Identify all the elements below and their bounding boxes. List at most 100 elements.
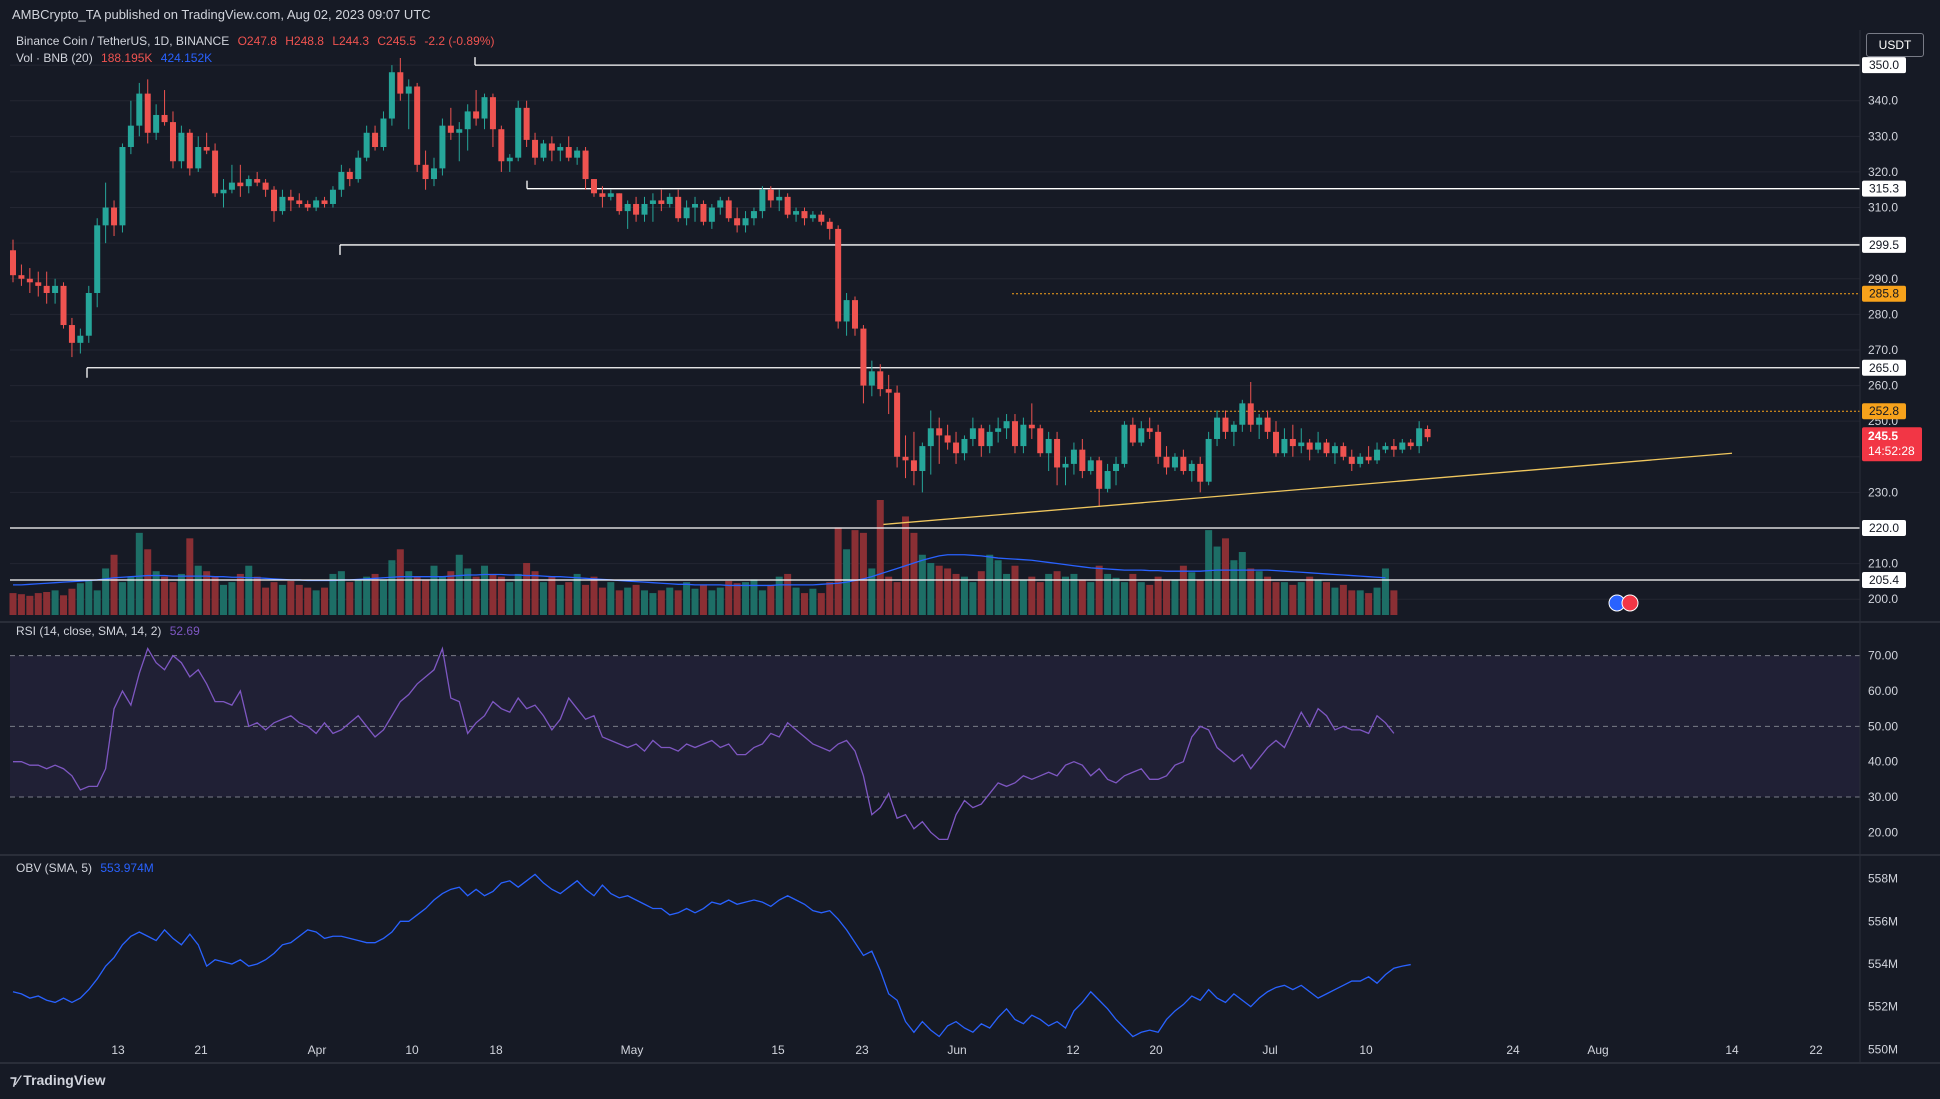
volume-bar [295,584,303,615]
rsi-band [10,655,1860,797]
candle-body [195,147,202,169]
time-tick-label: Apr [308,1043,327,1057]
low-value: L244.3 [332,34,370,48]
price-tick-label: 210.0 [1868,557,1898,571]
price-tick-label: 270.0 [1868,343,1898,357]
rsi-label[interactable]: RSI (14, close, SMA, 14, 2) [16,624,162,638]
candle-body [1424,429,1431,438]
volume-bar [1289,584,1297,615]
price-tick-label: 260.0 [1868,379,1898,393]
rsi-tick-label: 40.00 [1868,755,1898,769]
candle-body [313,200,320,208]
volume-bar [944,568,952,615]
volume-bar [481,565,489,615]
volume-bar [1003,573,1011,615]
candle-body [1315,442,1322,450]
volume-bar [1078,579,1086,615]
volume-bar [1104,573,1112,615]
volume-bar [321,587,329,615]
volume-bar [464,568,472,615]
volume-bar [1171,579,1179,615]
candle-body [1138,428,1145,443]
price-axis: 350.0340.0330.0320.0310.0300.0290.0280.0… [1862,57,1922,606]
candle-body [439,125,446,169]
volume-bar [194,565,202,615]
pane-dividers [0,30,1940,1064]
candle-body [1205,438,1212,482]
volume-bar [102,568,110,615]
symbol-title[interactable]: Binance Coin / TetherUS, 1D, BINANCE [16,34,230,48]
level-badge [1862,359,1906,376]
candle-body [1197,463,1204,482]
volume-bar [135,532,143,615]
volume-bar [624,587,632,615]
candle-body [60,285,67,326]
candle-body [119,147,126,226]
volume-bar [750,579,758,615]
candle-body [245,179,252,187]
level-badge-label: 205.4 [1869,573,1899,587]
volume-bar [68,588,76,615]
volume-bar [1205,530,1213,615]
volume-bar [1272,582,1280,615]
obv-legend: OBV (SMA, 5) 553.974M [16,861,159,875]
candle-body [1028,424,1035,429]
candle-body [1230,424,1237,432]
candle-body [10,250,16,276]
volume-bar [666,587,674,615]
level-badge-label: 299.5 [1869,238,1899,252]
volume-bar [1137,582,1145,615]
volume-label[interactable]: Vol · BNB (20) [16,51,93,65]
candle-body [523,107,530,140]
candle-body [489,97,496,130]
rsi-series [13,646,1395,841]
volume-bar [582,584,590,615]
candle-body [919,446,926,472]
candle-body [1256,417,1263,425]
volume-bar [1011,565,1019,615]
volume-bar [775,576,783,615]
volume-bar [1087,582,1095,615]
candle-body [666,196,673,204]
time-tick-label: Aug [1587,1043,1608,1057]
volume-bar [118,582,126,615]
candle-body [1129,424,1136,443]
volume-bar [1390,590,1398,615]
volume-bar [1163,579,1171,615]
candle-body [481,97,488,119]
rsi-tick-label: 50.00 [1868,719,1898,733]
volume-bar [51,590,59,615]
currency-button[interactable]: USDT [1866,33,1924,57]
volume-bar [371,573,379,615]
volume-bar [422,579,430,615]
candle-body [633,203,640,215]
level-badge [1862,571,1906,588]
price-levels [10,57,1860,581]
volume-bar [1264,576,1272,615]
volume-bar [228,582,236,615]
obv-axis: 558M 556M 554M 552M 550M [1868,872,1898,1057]
candle-body [826,221,833,229]
volume-ma-line [13,554,1386,587]
candle-body [902,456,909,461]
volume-bar [641,590,648,615]
candle-body [1163,456,1170,468]
volume-bar [26,595,34,615]
volume-bar [918,554,926,615]
volume-bar [278,584,286,615]
current-price-badge [1862,427,1922,462]
tradingview-logo[interactable]: ⁊⁄ TradingView [10,1072,106,1089]
rsi-axis: 70.00 60.00 50.00 40.00 30.00 20.00 [1868,649,1898,840]
candle-body [321,200,328,204]
candle-body [532,139,539,158]
volume-bar [1221,538,1229,615]
volume-bar [253,576,261,615]
obv-label[interactable]: OBV (SMA, 5) [16,861,93,875]
volume-bar [851,530,859,615]
candle-body [868,371,875,386]
volume-bar [60,595,68,615]
candle-body [26,278,33,283]
candle-body [43,285,50,293]
volume-bar [1213,546,1221,615]
